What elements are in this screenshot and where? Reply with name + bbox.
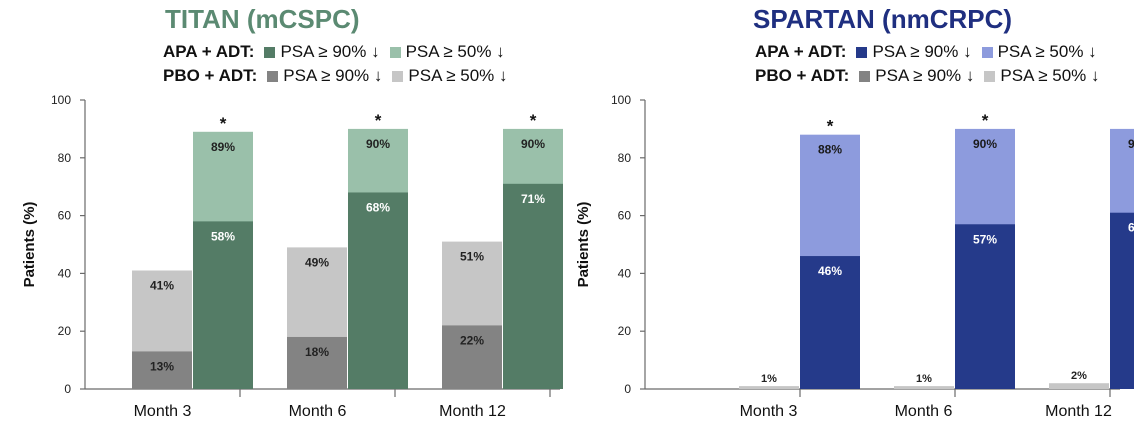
legend-group-label: APA + ADT:: [755, 42, 847, 61]
data-label: 61%: [1128, 221, 1134, 235]
bar-pbo-psa50: [739, 386, 799, 389]
data-label: 90%: [366, 137, 390, 151]
y-tick-label: 100: [51, 93, 71, 107]
y-tick-label: 0: [624, 382, 631, 396]
x-tick-label: Month 3: [740, 403, 798, 420]
bar-pbo-psa90: [442, 325, 502, 389]
y-tick-label: 80: [58, 151, 72, 165]
bar-pbo-psa50: [894, 386, 954, 389]
legend-swatch: [981, 46, 993, 58]
y-tick-label: 80: [618, 151, 632, 165]
legend-item-label: PSA ≥ 50% ↓: [408, 66, 508, 85]
chart-title: SPARTAN (nmCRPC): [753, 4, 1013, 34]
legend-swatch: [267, 70, 279, 82]
legend-row-apa: APA + ADT: PSA ≥ 90% ↓ PSA ≥ 50% ↓: [163, 42, 513, 62]
x-tick-label: Month 3: [134, 403, 192, 420]
y-tick-label: 100: [611, 93, 631, 107]
y-axis-label: Patients (%): [575, 202, 592, 288]
y-tick-label: 40: [618, 266, 632, 280]
legend-group-label: PBO + ADT:: [163, 66, 258, 85]
legend-item-label: PSA ≥ 50% ↓: [1000, 66, 1100, 85]
significance-marker: *: [375, 111, 382, 130]
y-tick-label: 20: [618, 324, 632, 338]
data-label: 1%: [916, 373, 932, 385]
data-label: 58%: [211, 229, 235, 243]
data-label: 90%: [1128, 137, 1134, 151]
data-label: 89%: [211, 140, 235, 154]
data-label: 88%: [818, 143, 842, 157]
bar-apa-psa90: [193, 221, 253, 389]
x-tick-label: Month 6: [289, 403, 347, 420]
data-label: 49%: [305, 255, 329, 269]
bar-apa-psa90: [1110, 212, 1134, 389]
legend-row-pbo: PBO + ADT: PSA ≥ 90% ↓ PSA ≥ 50% ↓: [163, 66, 516, 86]
y-tick-label: 60: [58, 209, 72, 223]
legend-group-label: APA + ADT:: [163, 42, 255, 61]
legend-swatch: [856, 46, 868, 58]
significance-marker: *: [530, 111, 537, 130]
significance-marker: *: [982, 111, 989, 130]
data-label: 71%: [521, 192, 545, 206]
legend-item-label: PSA ≥ 90% ↓: [283, 66, 383, 85]
data-label: 41%: [150, 279, 174, 293]
legend-item-label: PSA ≥ 90% ↓: [280, 42, 380, 61]
legend-swatch: [392, 70, 404, 82]
legend-swatch: [984, 70, 996, 82]
x-tick-label: Month 6: [895, 403, 953, 420]
data-label: 46%: [818, 264, 842, 278]
x-tick-label: Month 12: [1045, 403, 1112, 420]
bar-pbo-psa50: [1049, 383, 1109, 389]
data-label: 1%: [761, 373, 777, 385]
data-label: 2%: [1071, 370, 1087, 382]
titan-bar-chart: 0 20 40 60 80 100 Patients (%) Month 3 41% 13% 89%…: [21, 93, 563, 420]
legend-item-label: PSA ≥ 50% ↓: [997, 42, 1097, 61]
significance-marker: *: [220, 114, 227, 133]
legend-row-pbo: PBO + ADT: PSA ≥ 90% ↓ PSA ≥ 50% ↓: [755, 66, 1108, 86]
legend-item-label: PSA ≥ 90% ↓: [875, 66, 975, 85]
bar-apa-psa90: [955, 224, 1015, 389]
data-label: 51%: [460, 250, 484, 264]
y-tick-label: 0: [64, 382, 71, 396]
spartan-chart-panel: SPARTAN (nmCRPC) APA + ADT: PSA ≥ 90% ↓ …: [567, 0, 1134, 426]
data-label: 90%: [973, 137, 997, 151]
data-label: 13%: [150, 359, 174, 373]
data-label: 68%: [366, 200, 390, 214]
data-label: 90%: [521, 137, 545, 151]
bar-apa-psa90: [348, 192, 408, 389]
bar-apa-psa90: [800, 256, 860, 389]
data-label: 22%: [460, 333, 484, 347]
bar-pbo-psa90: [132, 351, 192, 389]
y-tick-label: 40: [58, 266, 72, 280]
legend-item-label: PSA ≥ 50% ↓: [405, 42, 505, 61]
bar-pbo-psa90: [287, 336, 347, 389]
legend-swatch: [264, 46, 276, 58]
legend-swatch: [389, 46, 401, 58]
chart-title: TITAN (mCSPC): [165, 4, 360, 34]
legend-item-label: PSA ≥ 90% ↓: [872, 42, 972, 61]
titan-chart-panel: TITAN (mCSPC) APA + ADT: PSA ≥ 90% ↓ PSA…: [21, 4, 563, 420]
data-label: 18%: [305, 345, 329, 359]
x-tick-label: Month 12: [439, 403, 506, 420]
legend-swatch: [859, 70, 871, 82]
legend-row-apa: APA + ADT: PSA ≥ 90% ↓ PSA ≥ 50% ↓: [755, 42, 1105, 62]
spartan-bar-chart: 0 20 40 60 80 100 Patients (%) Month 3 1% 88% 46% *…: [575, 93, 1134, 420]
y-axis-label: Patients (%): [21, 202, 38, 288]
legend-group-label: PBO + ADT:: [755, 66, 850, 85]
y-tick-label: 60: [618, 209, 632, 223]
significance-marker: *: [827, 117, 834, 136]
y-tick-label: 20: [58, 324, 72, 338]
data-label: 57%: [973, 232, 997, 246]
bar-apa-psa90: [503, 183, 563, 389]
